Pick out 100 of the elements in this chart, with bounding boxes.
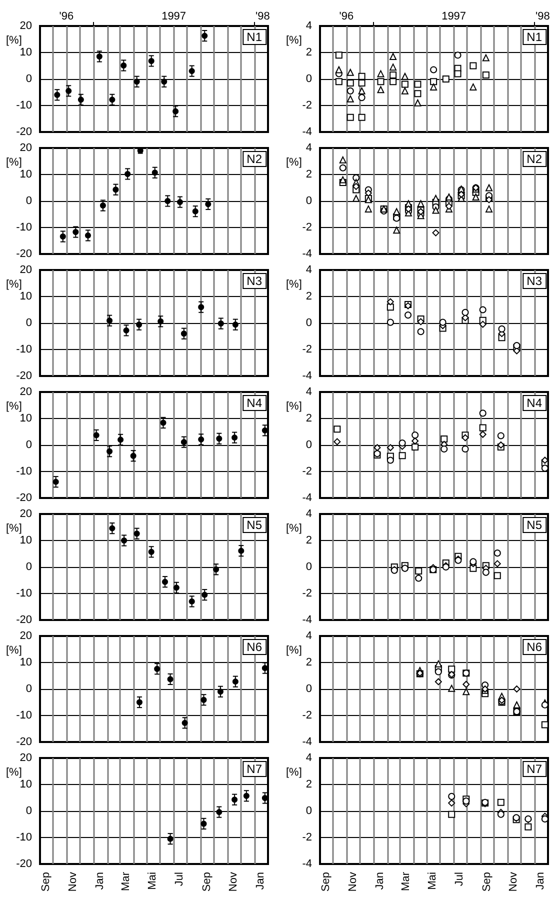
y-tick-label: -2 <box>302 710 312 722</box>
y-axis-title: [%] <box>6 34 22 46</box>
y-tick-label: -10 <box>16 222 32 234</box>
chart-title: N7 <box>246 762 262 776</box>
y-tick-label: 0 <box>26 195 32 207</box>
y-tick-label: 2 <box>306 46 312 58</box>
x2-tick-label: '96 <box>59 10 74 22</box>
y-tick-label: 0 <box>306 683 312 695</box>
chart-title: N6 <box>526 640 542 654</box>
y-tick-label: 0 <box>26 73 32 85</box>
chart-title: N4 <box>526 396 542 410</box>
chart-title: N5 <box>246 518 262 532</box>
y-tick-label: 4 <box>306 264 312 276</box>
y-tick-label: -10 <box>16 710 32 722</box>
x-tick-label: Nov <box>67 872 80 892</box>
y-tick-label: -4 <box>302 248 312 260</box>
y-tick-label: 0 <box>26 561 32 573</box>
y-tick-label: -2 <box>302 588 312 600</box>
y-axis-title: [%] <box>286 278 302 290</box>
y-tick-label: 2 <box>306 412 312 424</box>
y-tick-label: 2 <box>306 290 312 302</box>
y-tick-label: -4 <box>302 736 312 748</box>
y-tick-label: 4 <box>306 752 312 764</box>
y-tick-label: 0 <box>306 317 312 329</box>
y-axis-title: [%] <box>286 644 302 656</box>
x2-tick-label: 1997 <box>162 10 186 22</box>
y-axis-title: [%] <box>6 644 22 656</box>
x-tick-label: Jul <box>174 872 186 886</box>
y-axis-title: [%] <box>6 278 22 290</box>
x-tick-label: Sep <box>40 872 52 892</box>
y-tick-label: 10 <box>20 534 32 546</box>
y-tick-label: 0 <box>306 73 312 85</box>
chart-title: N6 <box>246 640 262 654</box>
x-tick-label: Mar <box>120 872 132 891</box>
chart-title: N1 <box>526 30 542 44</box>
y-tick-label: -2 <box>302 344 312 356</box>
y-tick-label: -10 <box>16 466 32 478</box>
y-axis-title: [%] <box>286 156 302 168</box>
y-tick-label: -10 <box>16 344 32 356</box>
y-tick-label: 0 <box>306 195 312 207</box>
y-tick-label: -10 <box>16 100 32 112</box>
y-tick-label: 0 <box>26 439 32 451</box>
y-tick-label: -20 <box>16 614 32 626</box>
y-tick-label: 2 <box>306 168 312 180</box>
y-tick-label: 2 <box>306 778 312 790</box>
x-tick-label: Nov <box>347 872 360 892</box>
x-tick-label: Nov <box>228 872 240 892</box>
y-tick-label: -20 <box>16 126 32 138</box>
y-tick-label: -2 <box>302 222 312 234</box>
chart-title: N5 <box>526 518 542 532</box>
chart-title: N4 <box>246 396 262 410</box>
y-tick-label: 4 <box>306 20 312 32</box>
x-tick-label: Jan <box>374 872 386 890</box>
x-tick-label: Mar <box>400 872 412 891</box>
x2-tick-label: '98 <box>256 10 270 22</box>
y-tick-label: 0 <box>306 805 312 817</box>
chart-title: N2 <box>526 152 542 166</box>
y-tick-label: 10 <box>20 168 32 180</box>
y-tick-label: 20 <box>20 386 32 398</box>
y-tick-label: 0 <box>306 439 312 451</box>
y-tick-label: 0 <box>26 683 32 695</box>
y-tick-label: 4 <box>306 630 312 642</box>
y-tick-label: -20 <box>16 858 32 870</box>
y-tick-label: -20 <box>16 248 32 260</box>
y-tick-label: 0 <box>26 317 32 329</box>
y-tick-label: -4 <box>302 492 312 504</box>
y-axis-title: [%] <box>6 766 22 778</box>
y-tick-label: 20 <box>20 142 32 154</box>
y-tick-label: -20 <box>16 492 32 504</box>
y-axis-title: [%] <box>286 522 302 534</box>
x2-tick-label: '98 <box>536 10 550 22</box>
y-tick-label: -20 <box>16 736 32 748</box>
y-axis-title: [%] <box>286 34 302 46</box>
x-tick-label: Jul <box>454 872 466 886</box>
x2-tick-label: '96 <box>339 10 354 22</box>
y-tick-label: -10 <box>16 832 32 844</box>
y-tick-label: -10 <box>16 588 32 600</box>
y-tick-label: -20 <box>16 370 32 382</box>
y-tick-label: 4 <box>306 508 312 520</box>
y-axis-title: [%] <box>6 156 22 168</box>
y-tick-label: 10 <box>20 412 32 424</box>
y-tick-label: 2 <box>306 534 312 546</box>
x-tick-label: Jan <box>254 872 267 890</box>
y-tick-label: -4 <box>302 370 312 382</box>
y-tick-label: 10 <box>20 46 32 58</box>
y-tick-label: -2 <box>302 100 312 112</box>
x-tick-label: Jan <box>534 872 547 890</box>
chart-title: N1 <box>246 30 262 44</box>
y-tick-label: 10 <box>20 656 32 668</box>
x-tick-label: Mai <box>426 872 439 890</box>
x-tick-label: Nov <box>508 872 520 892</box>
y-axis-title: [%] <box>286 400 302 412</box>
y-tick-label: -4 <box>302 614 312 626</box>
x-tick-label: Sep <box>200 872 213 892</box>
y-tick-label: 10 <box>20 778 32 790</box>
chart-title: N2 <box>246 152 262 166</box>
y-tick-label: 20 <box>20 630 32 642</box>
y-tick-label: 4 <box>306 142 312 154</box>
y-tick-label: -2 <box>302 832 312 844</box>
y-tick-label: 20 <box>20 752 32 764</box>
